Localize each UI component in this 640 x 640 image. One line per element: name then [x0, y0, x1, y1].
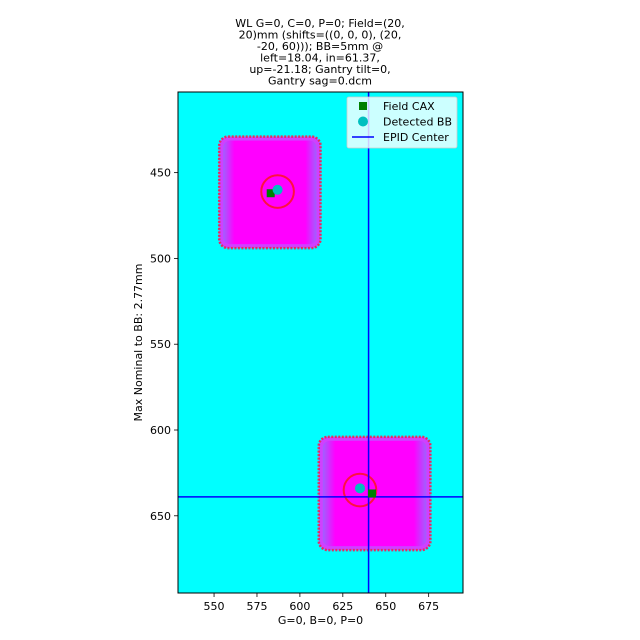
y-tick-label: 550 [150, 338, 171, 351]
legend-label: Field CAX [383, 100, 435, 113]
x-tick-label: 675 [418, 600, 439, 613]
detected-bb-marker [272, 184, 283, 195]
chart-title: WL G=0, C=0, P=0; Field=(20,20)mm (shift… [235, 17, 405, 88]
y-axis-label: Max Nominal to BB: 2.77mm [132, 264, 145, 422]
y-tick-label: 650 [150, 510, 171, 523]
title-line: Gantry sag=0.dcm [268, 75, 372, 88]
x-tick-label: 600 [289, 600, 310, 613]
legend-label: Detected BB [383, 116, 452, 129]
field-cax-marker [368, 489, 377, 498]
title-line: WL G=0, C=0, P=0; Field=(20, [235, 17, 405, 30]
title-line: up=-21.18; Gantry tilt=0, [249, 63, 390, 76]
x-tick-label: 625 [332, 600, 353, 613]
legend-box [346, 96, 458, 149]
field-cax-marker [266, 189, 275, 198]
title-line: 20)mm (shifts=((0, 0, 0), (20, [239, 29, 402, 42]
y-tick-label: 500 [150, 252, 171, 265]
y-tick-label: 600 [150, 424, 171, 437]
legend: Field CAX Detected BB EPID Center [346, 96, 458, 149]
plot-content [178, 92, 463, 593]
x-axis: 550 575 600 625 650 675 [204, 593, 439, 613]
legend-field-cax-icon [359, 102, 367, 110]
x-tick-label: 575 [246, 600, 267, 613]
plot-frame [177, 91, 464, 594]
legend-label: EPID Center [383, 131, 449, 144]
x-tick-label: 550 [204, 600, 225, 613]
bb-ring [342, 472, 378, 508]
bb-ring [260, 174, 295, 209]
x-tick-label: 650 [375, 600, 396, 613]
y-axis: 450 500 550 600 650 [150, 167, 178, 523]
legend-detected-bb-icon [358, 116, 368, 127]
title-line: -20, 60))); BB=5mm @ [257, 40, 383, 53]
detected-bb-marker [354, 483, 365, 494]
y-tick-label: 450 [150, 167, 171, 180]
title-line: left=18.04, in=61.37, [260, 52, 380, 65]
x-axis-label: G=0, B=0, P=0 [278, 614, 363, 627]
